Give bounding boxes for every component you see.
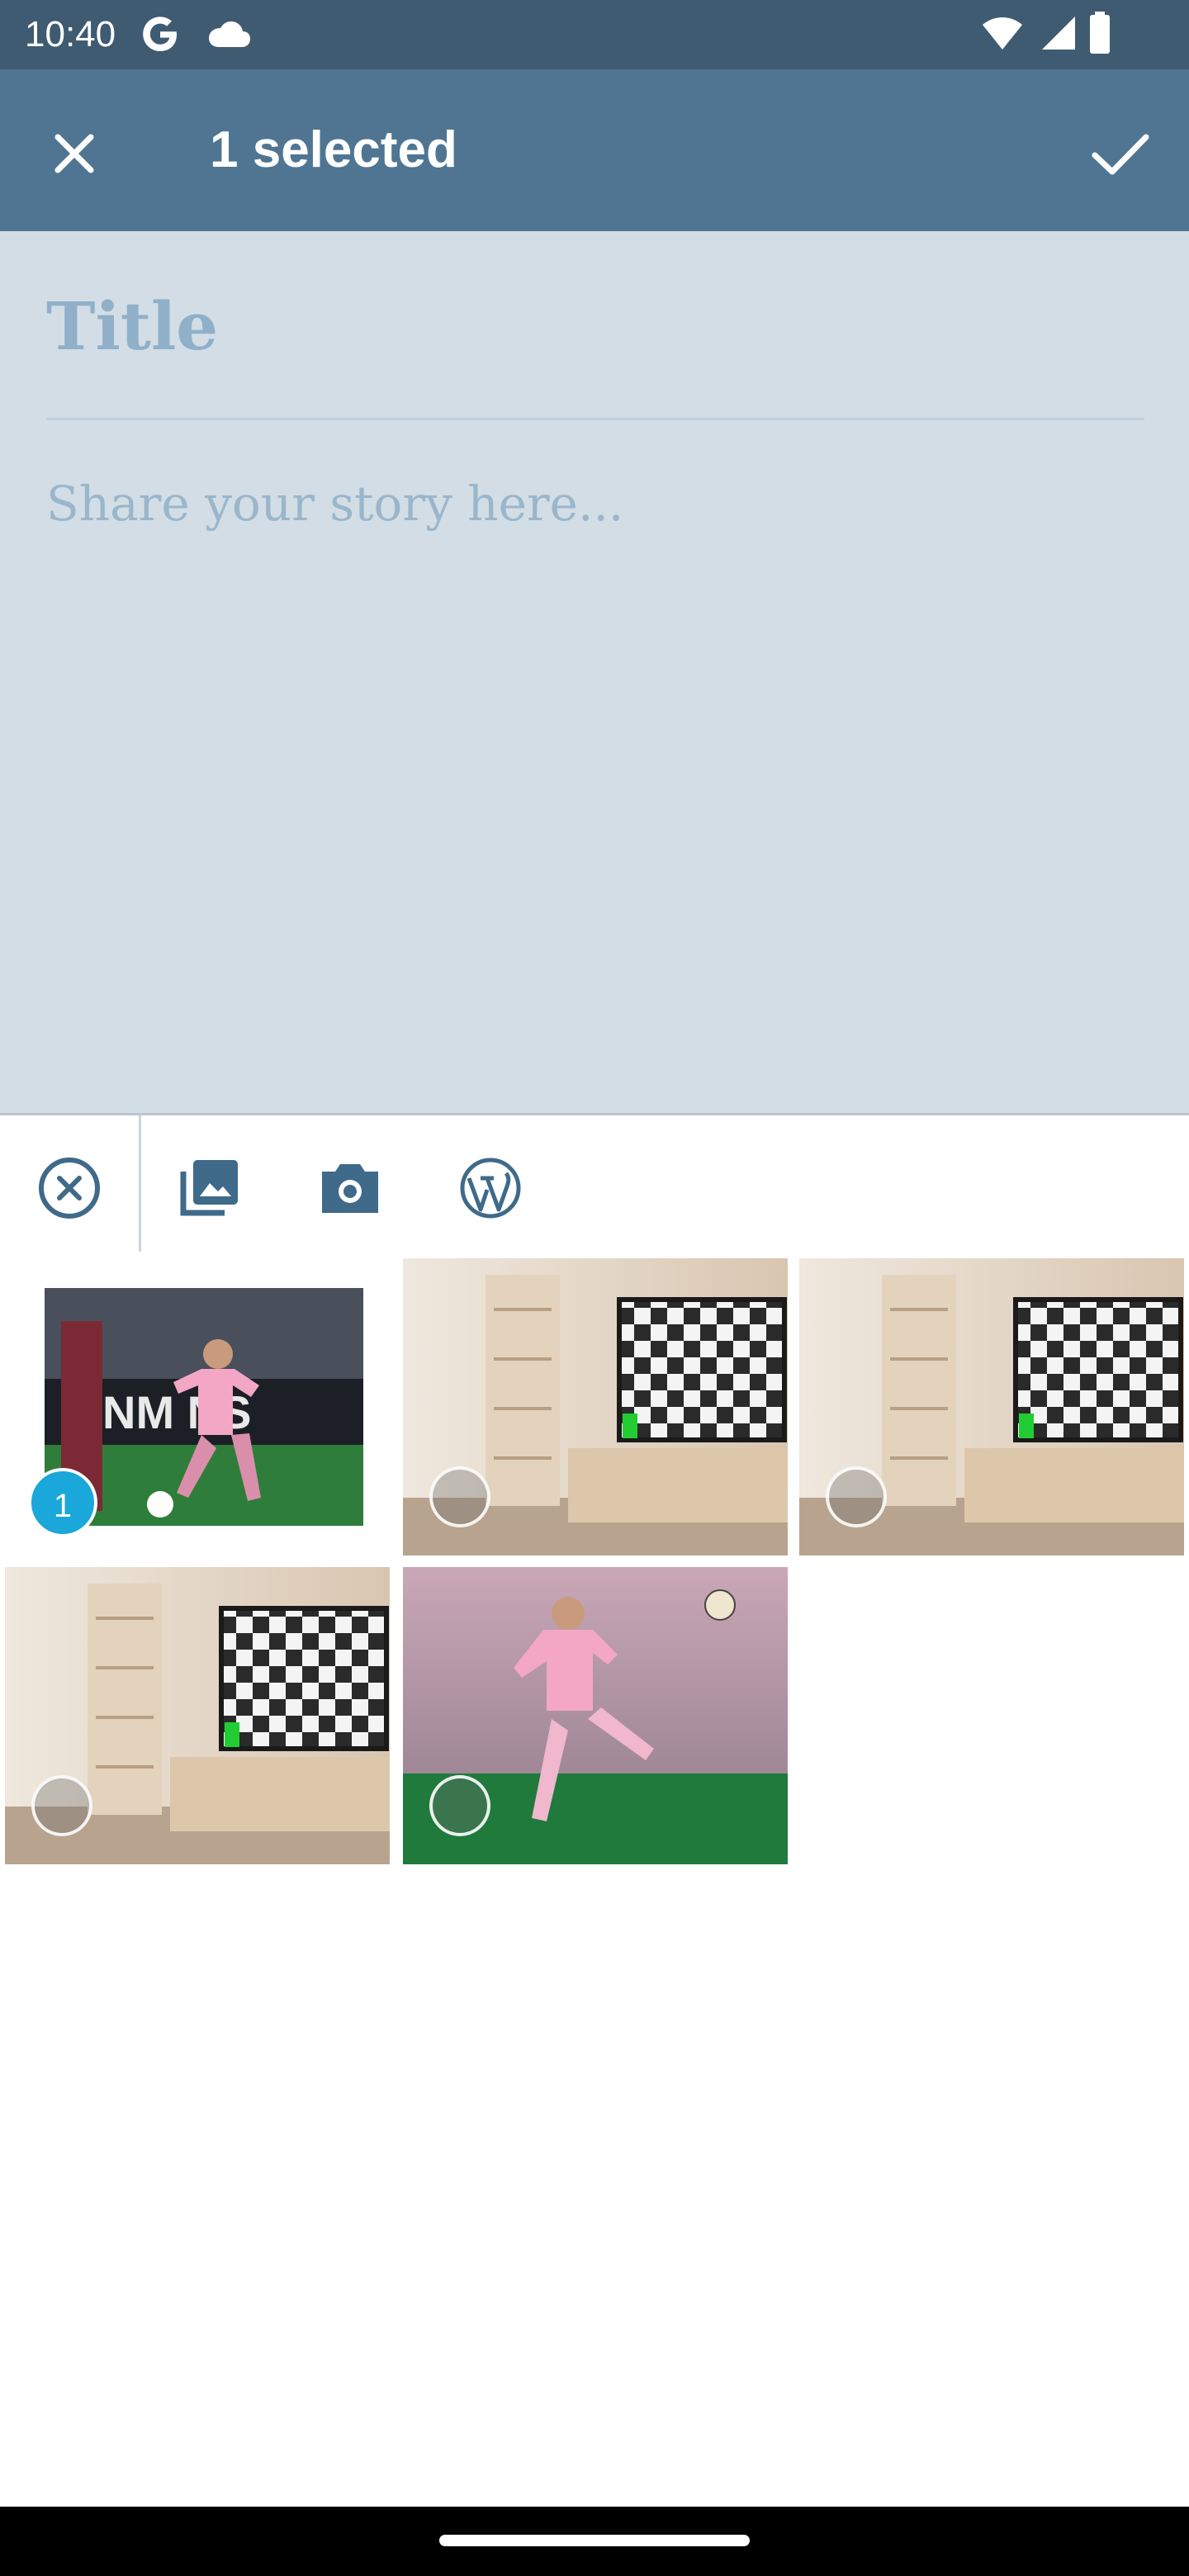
camera-icon [322,1164,378,1213]
room-photo [5,1567,390,1864]
battery-icon [1088,12,1111,59]
soccer-photo: NM NS [45,1288,363,1526]
cancel-media-button[interactable] [36,1155,102,1221]
wordpress-media-button[interactable] [457,1155,523,1221]
wifi-icon [981,15,1024,55]
home-gesture-handle[interactable] [439,2535,750,2546]
app-bar: 1 selected [0,69,1189,231]
post-title-input[interactable]: Title [46,287,219,365]
wordpress-icon [460,1158,521,1219]
toolbar-divider [139,1115,141,1254]
camera-button[interactable] [317,1155,383,1221]
selection-circle[interactable] [826,1466,887,1527]
confirm-button[interactable] [1073,112,1164,195]
selection-circle[interactable] [429,1466,490,1527]
status-bar: 10:40 [0,0,1189,69]
story-body-input[interactable]: Share your story here... [46,476,624,532]
media-item-soccer-kick[interactable]: NM NS [45,1288,363,1526]
media-item-living-room[interactable] [5,1567,390,1864]
close-button[interactable] [33,112,116,195]
status-time: 10:40 [25,14,116,54]
selection-count-title: 1 selected [210,121,457,178]
cancel-circle-icon [39,1158,100,1219]
signal-icon [1039,15,1077,55]
selection-circle[interactable] [31,1775,92,1836]
selection-circle[interactable] [429,1775,490,1836]
navigation-bar [0,2507,1189,2576]
post-editor: Title Share your story here... [0,231,1189,1113]
google-g-icon [140,15,180,59]
media-toolbar [0,1113,1189,1254]
gallery-button[interactable] [177,1155,243,1221]
gallery-icon [180,1160,238,1216]
selection-badge: 1 [28,1468,97,1537]
title-divider [46,418,1144,420]
media-grid: NM NS 1 [0,1252,1189,2507]
cloud-icon [206,18,251,52]
check-icon [1092,134,1149,175]
close-icon [54,134,94,173]
